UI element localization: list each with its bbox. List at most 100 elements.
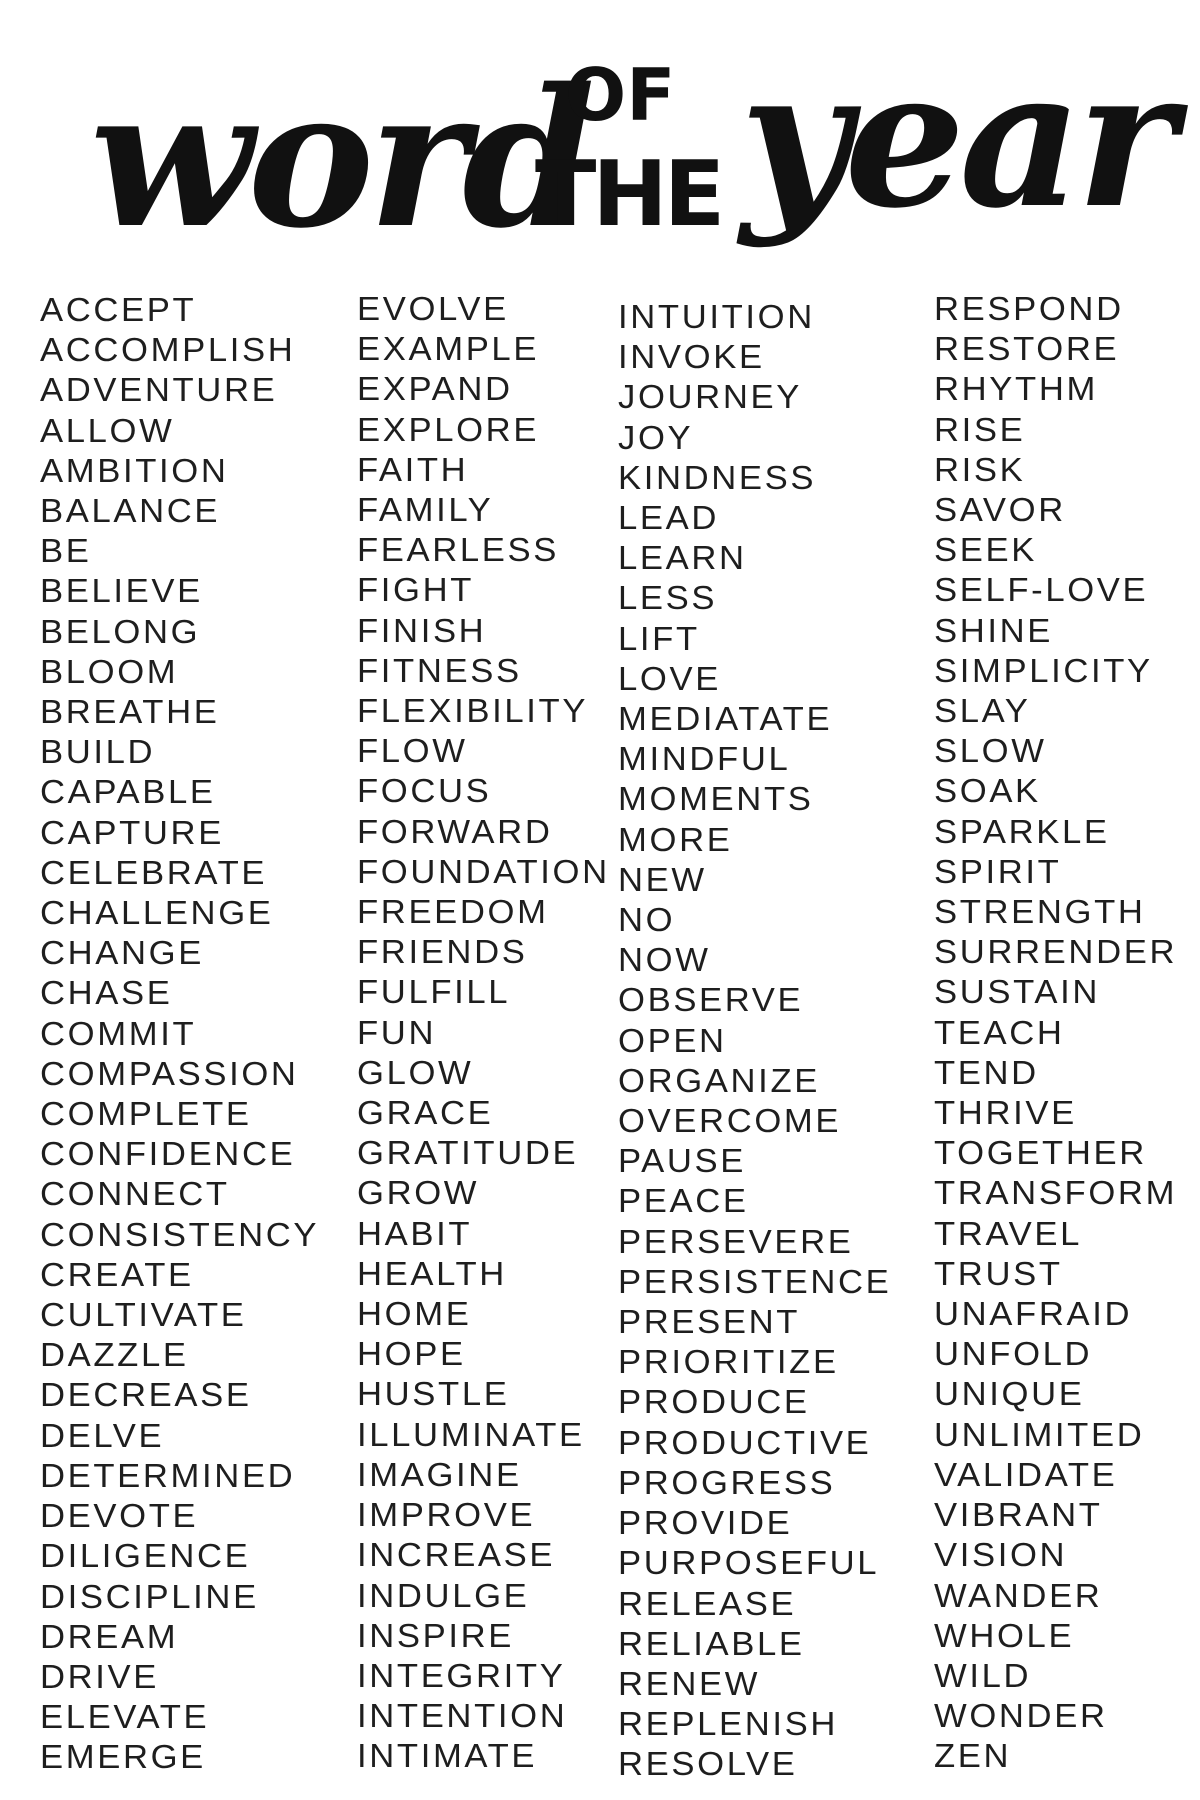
word-item: INTEGRITY — [357, 1656, 566, 1694]
word-item: FUN — [357, 1013, 437, 1051]
word-item: SOAK — [934, 772, 1041, 810]
word-item: CELEBRATE — [40, 853, 268, 891]
word-item: RELEASE — [618, 1584, 797, 1622]
word-item: PROGRESS — [618, 1463, 836, 1501]
word-item: WHOLE — [934, 1616, 1075, 1654]
word-column-2: EVOLVE EXAMPLE EXPAND EXPLORE FAITH FAMILY FEA… — [357, 289, 607, 1777]
word-item: INTUITION — [618, 298, 815, 335]
word-item: BE — [40, 532, 92, 570]
word-column-1: ACCEPT ACCOMPLISH ADVENTURE ALLOW AMBITION BA… — [40, 290, 317, 1778]
word-item: INSPIRE — [357, 1616, 515, 1654]
word-item: SPARKLE — [934, 812, 1110, 850]
word-item: OVERCOME — [618, 1102, 842, 1140]
word-item: FEARLESS — [357, 531, 560, 569]
title-year: year — [736, 27, 1188, 250]
word-item: ADVENTURE — [40, 371, 278, 409]
word-item: CHASE — [40, 974, 173, 1012]
word-item: BLOOM — [40, 652, 179, 690]
word-item: CHALLENGE — [40, 894, 274, 932]
word-item: EXAMPLE — [357, 330, 540, 368]
word-item: BALANCE — [40, 492, 221, 530]
word-item: SLOW — [934, 732, 1047, 770]
word-item: LIFT — [618, 619, 700, 657]
word-item: FINISH — [357, 611, 487, 649]
word-item: JOY — [618, 418, 694, 456]
word-item: CONFIDENCE — [40, 1135, 296, 1173]
word-item: ORGANIZE — [618, 1061, 820, 1099]
word-item: PROVIDE — [618, 1504, 793, 1542]
word-item: TRANSFORM — [934, 1174, 1178, 1212]
word-item: CONNECT — [40, 1175, 230, 1213]
word-item: EXPLORE — [357, 410, 540, 448]
word-item: WONDER — [934, 1697, 1108, 1735]
word-item: MINDFUL — [618, 740, 791, 778]
word-item: RESOLVE — [618, 1745, 798, 1783]
word-item: IMPROVE — [357, 1496, 536, 1534]
word-item: GROW — [357, 1174, 480, 1212]
title-of: OF — [565, 53, 675, 137]
word-item: FLEXIBILITY — [357, 692, 589, 730]
word-item: GRACE — [357, 1094, 494, 1132]
word-item: RESTORE — [934, 330, 1120, 368]
word-item: FREEDOM — [357, 893, 549, 931]
word-item: GLOW — [357, 1053, 474, 1091]
word-item: TEACH — [934, 1013, 1065, 1051]
word-item: INDULGE — [357, 1576, 530, 1614]
word-item: RISK — [934, 450, 1026, 488]
word-item: ILLUMINATE — [357, 1415, 585, 1453]
word-item: WANDER — [934, 1576, 1103, 1614]
word-item: VISION — [934, 1536, 1068, 1574]
title-word: word — [90, 47, 591, 270]
word-item: RESPOND — [934, 290, 1124, 327]
word-item: DILIGENCE — [40, 1537, 251, 1575]
word-item: EVOLVE — [357, 290, 509, 327]
word-item: THRIVE — [934, 1094, 1077, 1132]
word-item: IMAGINE — [357, 1455, 522, 1493]
word-item: DAZZLE — [40, 1336, 189, 1374]
word-item: ACCOMPLISH — [40, 331, 296, 369]
word-column-3: INTUITION INVOKE JOURNEY JOY KINDNESS LEAD LEA… — [618, 297, 889, 1785]
word-item: PRIORITIZE — [618, 1343, 839, 1381]
word-item: MORE — [618, 820, 733, 858]
word-item: DEVOTE — [40, 1497, 199, 1535]
word-item: LESS — [618, 579, 718, 617]
title-lettering: word OF THE year — [90, 27, 1194, 270]
word-item: FOCUS — [357, 772, 492, 810]
word-item: ZEN — [934, 1737, 1012, 1775]
word-item: CREATE — [40, 1255, 194, 1293]
word-item: OPEN — [618, 1021, 727, 1059]
word-item: ELEVATE — [40, 1698, 210, 1736]
word-item: LOVE — [618, 659, 721, 697]
word-item: INVOKE — [618, 338, 765, 376]
word-item: FORWARD — [357, 812, 553, 850]
word-item: MEDIATATE — [618, 700, 833, 738]
word-item: FOUNDATION — [357, 852, 610, 890]
word-item: KINDNESS — [618, 458, 817, 496]
word-item: GRATITUDE — [357, 1134, 579, 1172]
title-the: THE — [535, 142, 721, 247]
word-item: CULTIVATE — [40, 1296, 247, 1334]
word-item: PRESENT — [618, 1303, 801, 1341]
word-item: WILD — [934, 1656, 1032, 1694]
word-item: INTIMATE — [357, 1737, 538, 1775]
word-item: SAVOR — [934, 491, 1066, 529]
word-item: ACCEPT — [40, 291, 197, 328]
word-item: PERSEVERE — [618, 1222, 854, 1260]
word-item: CAPTURE — [40, 813, 224, 851]
word-item: SPIRIT — [934, 852, 1062, 890]
word-item: RISE — [934, 410, 1026, 448]
word-item: HOPE — [357, 1335, 466, 1373]
word-item: COMMIT — [40, 1014, 197, 1052]
word-item: COMPASSION — [40, 1054, 299, 1092]
word-item: HABIT — [357, 1214, 473, 1252]
word-item: DRIVE — [40, 1657, 160, 1695]
word-item: HUSTLE — [357, 1375, 510, 1413]
word-item: HOME — [357, 1295, 472, 1333]
word-item: RELIABLE — [618, 1624, 805, 1662]
word-item: MOMENTS — [618, 780, 814, 818]
word-item: TRAVEL — [934, 1214, 1082, 1252]
word-item: FAITH — [357, 450, 469, 488]
word-item: TEND — [934, 1053, 1039, 1091]
word-item: LEARN — [618, 539, 747, 577]
word-item: DETERMINED — [40, 1456, 296, 1494]
